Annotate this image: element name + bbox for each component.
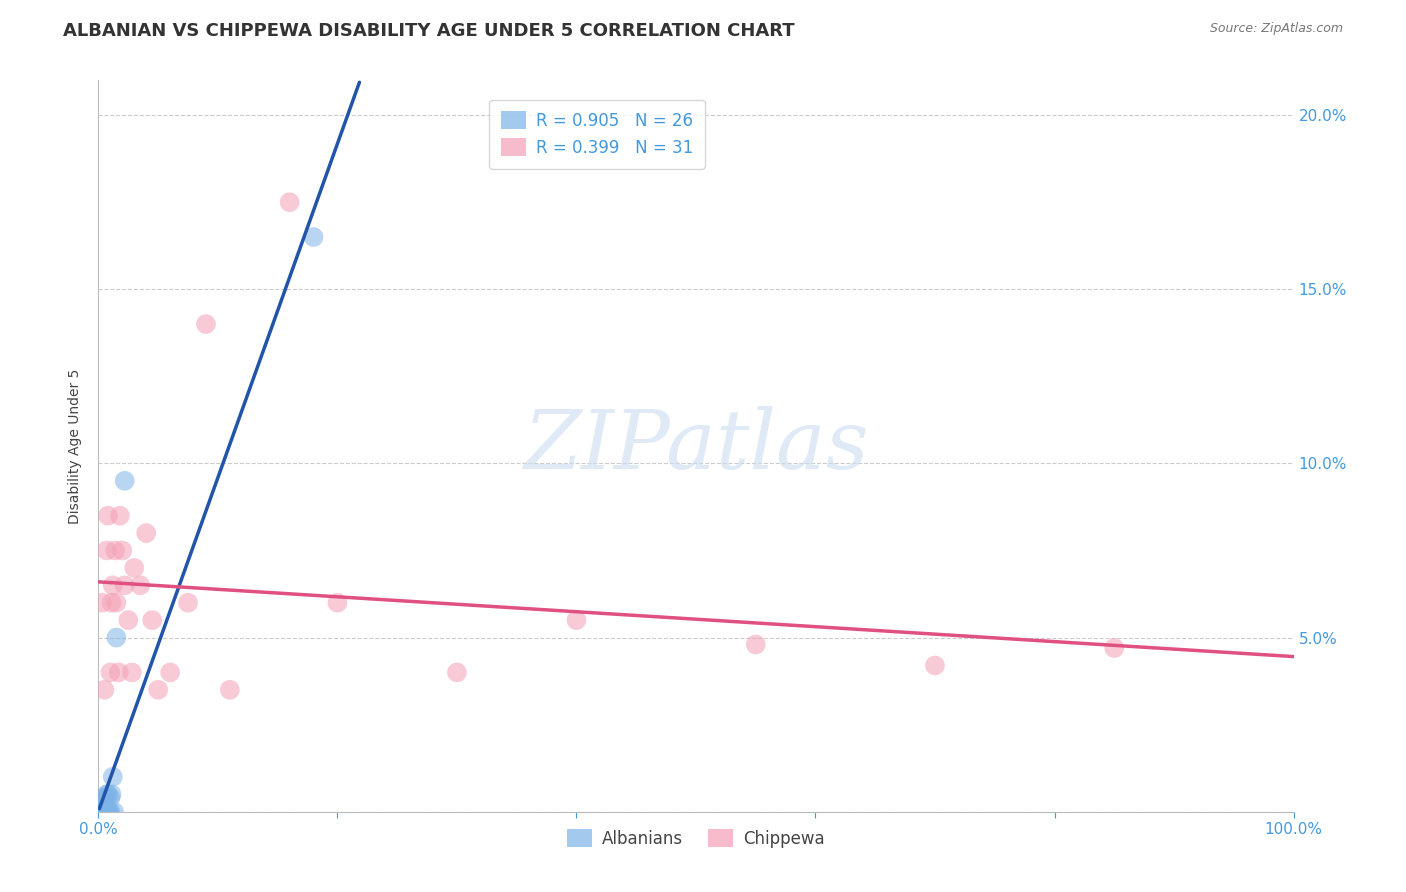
Point [98,805,122,819]
Point [100,787,122,801]
Point [326,596,349,610]
Point [96,787,118,801]
Point [121,665,143,680]
Legend: Albanians, Chippewa: Albanians, Chippewa [561,822,831,855]
Point [278,195,301,210]
Point [93,805,115,819]
Point [148,682,170,697]
Point [97,787,120,801]
Point [135,526,157,541]
Point [101,578,124,592]
Point [129,578,152,592]
Point [103,805,125,819]
Point [114,474,136,488]
Point [141,613,163,627]
Point [1104,640,1126,655]
Point [924,658,946,673]
Point [96,805,118,819]
Point [124,561,146,575]
Point [219,682,242,697]
Point [94,805,117,819]
Point [302,230,325,244]
Point [111,543,134,558]
Point [100,596,122,610]
Point [107,665,129,680]
Text: Source: ZipAtlas.com: Source: ZipAtlas.com [1209,22,1343,36]
Point [104,543,127,558]
Point [93,794,115,808]
Point [159,665,181,680]
Point [91,596,114,610]
Point [97,805,120,819]
Point [93,790,115,805]
Point [114,578,136,592]
Point [98,665,122,680]
Y-axis label: Disability Age Under 5: Disability Age Under 5 [69,368,83,524]
Point [108,508,131,523]
Point [91,805,114,819]
Point [91,805,114,819]
Point [101,770,124,784]
Point [91,805,114,819]
Point [91,805,114,819]
Point [91,805,114,819]
Point [117,613,139,627]
Point [94,790,117,805]
Point [98,805,121,819]
Point [565,613,588,627]
Text: ZIPatlas: ZIPatlas [523,406,869,486]
Point [89,805,111,819]
Point [93,682,115,697]
Text: ALBANIAN VS CHIPPEWA DISABILITY AGE UNDER 5 CORRELATION CHART: ALBANIAN VS CHIPPEWA DISABILITY AGE UNDE… [63,22,794,40]
Point [90,805,112,819]
Point [90,805,112,819]
Point [195,317,218,331]
Point [98,790,122,805]
Point [105,631,128,645]
Point [96,543,118,558]
Point [105,596,128,610]
Point [177,596,200,610]
Point [446,665,468,680]
Point [97,508,120,523]
Point [745,638,768,652]
